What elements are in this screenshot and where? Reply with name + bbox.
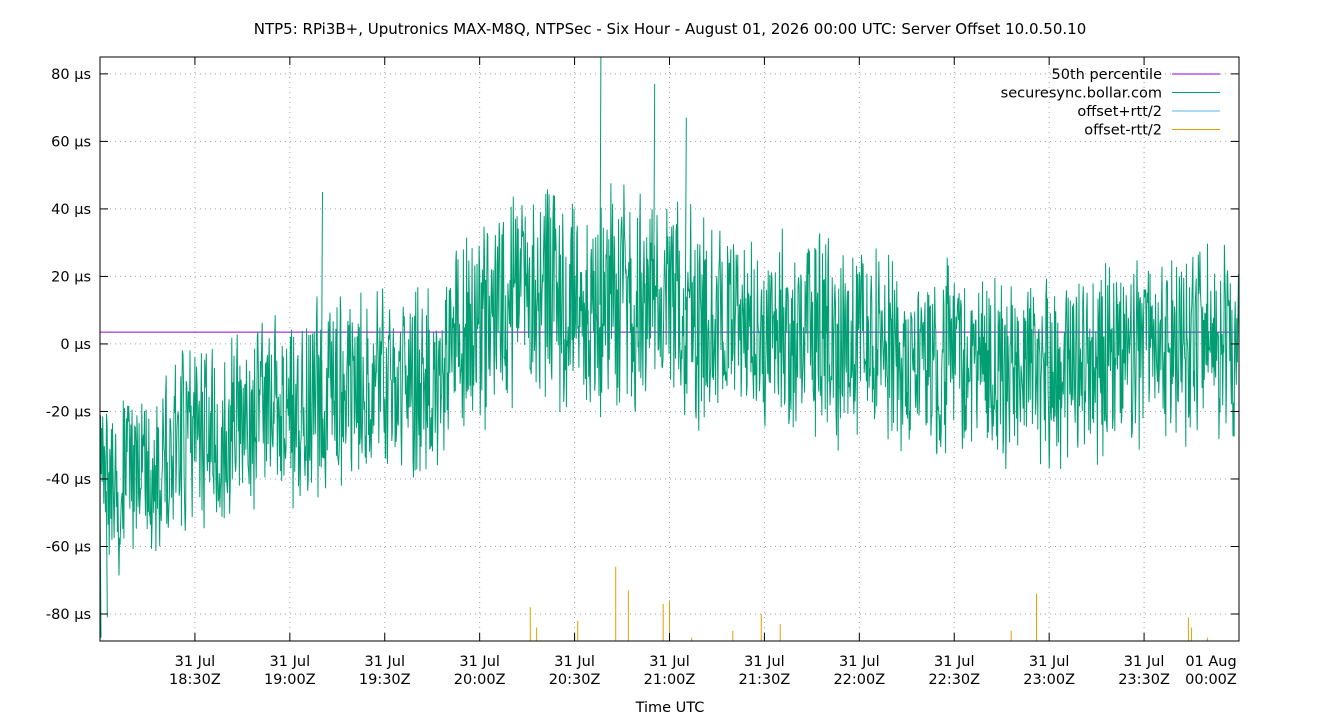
x-tick-label-date: 31 Jul [1124, 654, 1165, 670]
x-tick-label-date: 31 Jul [270, 654, 311, 670]
y-tick-label: 80 µs [51, 67, 91, 83]
y-tick-label: -40 µs [46, 472, 91, 488]
legend: 50th percentile securesync.bollar.com offs… [1001, 67, 1220, 139]
legend-label: offset-rtt/2 [1084, 123, 1162, 139]
x-tick-label-date: 31 Jul [839, 654, 880, 670]
chart-title: NTP5: RPi3B+, Uputronics MAX-M8Q, NTPSec… [254, 20, 1087, 38]
x-tick-label-time: 19:00Z [264, 672, 316, 688]
x-tick-label-date: 31 Jul [934, 654, 975, 670]
x-tick-label-date: 01 Aug [1185, 654, 1236, 670]
x-tick-label-date: 31 Jul [554, 654, 595, 670]
x-tick-label-time: 20:30Z [549, 672, 601, 688]
series-spike [105, 491, 108, 618]
x-tick-label-time: 22:30Z [928, 672, 980, 688]
x-tick-label-time: 22:00Z [833, 672, 885, 688]
x-tick-label-date: 31 Jul [364, 654, 405, 670]
x-tick-label-date: 31 Jul [459, 654, 500, 670]
series-spike [684, 117, 687, 311]
series-line-securesync [100, 183, 1239, 576]
x-tick-label-date: 31 Jul [1029, 654, 1070, 670]
legend-label: securesync.bollar.com [1001, 86, 1162, 102]
y-tick-label: 60 µs [51, 134, 91, 150]
series-spike [653, 84, 656, 301]
y-tick-label: 20 µs [51, 269, 91, 285]
x-tick-label-time: 00:00Z [1185, 672, 1237, 688]
ticks: 80 µs 60 µs 40 µs 20 µs 0 µs -20 µs -40 µs -60 … [46, 57, 1240, 688]
x-axis-title: Time UTC [635, 700, 705, 716]
legend-label: offset+rtt/2 [1077, 104, 1162, 120]
x-tick-label-date: 31 Jul [649, 654, 690, 670]
series-spike [320, 192, 323, 398]
x-tick-label-time: 23:30Z [1118, 672, 1170, 688]
x-tick-label-time: 18:30Z [169, 672, 221, 688]
x-tick-label-time: 23:00Z [1023, 672, 1075, 688]
x-tick-label-time: 20:00Z [454, 672, 506, 688]
x-tick-label-time: 21:00Z [644, 672, 696, 688]
x-tick-label-time: 21:30Z [739, 672, 791, 688]
y-tick-label: 0 µs [60, 337, 91, 353]
series-spike [599, 57, 602, 305]
x-tick-label-date: 31 Jul [744, 654, 785, 670]
y-tick-label: -80 µs [46, 607, 91, 623]
y-tick-label: -20 µs [46, 404, 91, 420]
y-tick-label: -60 µs [46, 539, 91, 555]
legend-label: 50th percentile [1052, 67, 1163, 83]
x-tick-label-time: 19:30Z [359, 672, 411, 688]
x-tick-label-date: 31 Jul [175, 654, 216, 670]
y-tick-label: 40 µs [51, 202, 91, 218]
plot-area [100, 57, 1239, 641]
